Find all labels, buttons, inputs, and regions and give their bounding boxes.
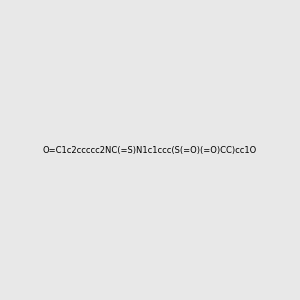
Text: O=C1c2ccccc2NC(=S)N1c1ccc(S(=O)(=O)CC)cc1O: O=C1c2ccccc2NC(=S)N1c1ccc(S(=O)(=O)CC)cc… <box>43 146 257 154</box>
